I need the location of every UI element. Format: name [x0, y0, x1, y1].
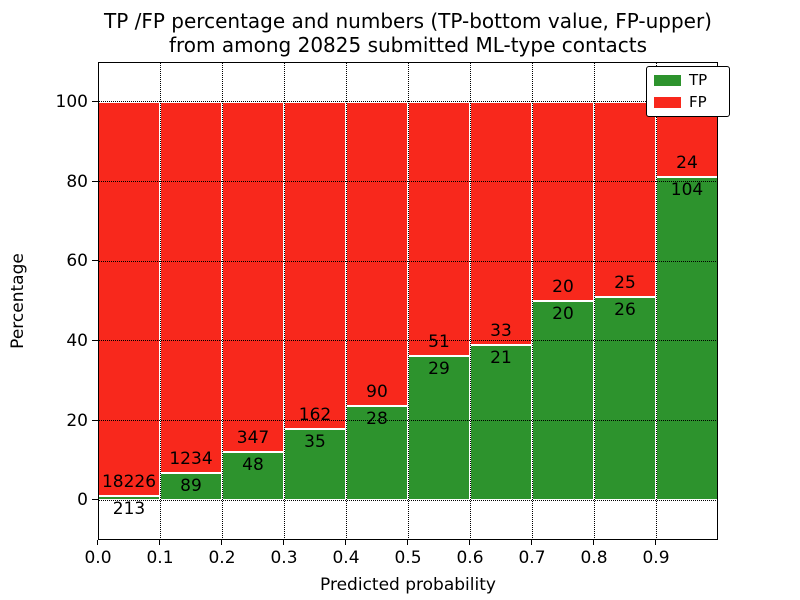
x-gridline [345, 62, 347, 540]
y-tick-label: 40 [66, 330, 88, 351]
legend: TP FP [646, 66, 730, 117]
fp-bar-segment [346, 101, 408, 406]
tp-swatch-icon [654, 75, 681, 86]
y-tick-label: 100 [55, 91, 88, 112]
fp-bar-segment [98, 101, 160, 496]
y-tick-mark [92, 260, 98, 262]
fp-count-label: 162 [298, 405, 332, 426]
tp-count-label: 21 [490, 348, 512, 369]
y-tick-mark [92, 101, 98, 103]
fp-count-label: 20 [552, 277, 574, 297]
fp-count-label: 51 [428, 331, 450, 352]
x-tick-mark [593, 540, 595, 545]
tp-count-label: 35 [304, 432, 326, 453]
x-tick-mark [159, 540, 161, 545]
x-tick-label: 0.7 [518, 548, 546, 568]
x-tick-label: 0.8 [580, 548, 608, 568]
fp-count-label: 347 [236, 427, 270, 448]
y-tick-mark [92, 499, 98, 501]
x-axis-label: Predicted probability [320, 575, 496, 595]
x-tick-label: 0.5 [394, 548, 422, 568]
tp-bar-segment [656, 176, 718, 501]
tp-count-label: 89 [180, 476, 202, 497]
x-gridline [159, 62, 161, 540]
y-tick-mark [92, 340, 98, 342]
y-gridline [98, 101, 718, 103]
tp-bar-segment [160, 473, 222, 501]
x-tick-label: 0.4 [332, 548, 360, 568]
x-tick-mark [221, 540, 223, 545]
y-gridline [98, 340, 718, 342]
tp-bar-segment [222, 451, 284, 501]
tp-count-label: 28 [366, 408, 388, 429]
x-tick-mark [345, 540, 347, 545]
tp-bar-segment [408, 355, 470, 501]
plot-area: Percentage Predicted probability TP FP 1… [8, 62, 730, 595]
legend-label-tp: TP [689, 71, 708, 89]
fp-count-label: 18226 [101, 471, 157, 492]
y-gridline [98, 181, 718, 182]
x-tick-label: 0.6 [456, 548, 484, 568]
y-gridline [98, 260, 718, 262]
fp-count-label: 33 [490, 321, 512, 342]
legend-item-fp: FP [654, 95, 722, 110]
tp-count-label: 48 [242, 454, 264, 475]
y-tick-label: 80 [66, 171, 88, 192]
x-tick-label: 0.3 [270, 548, 298, 568]
fp-bar-segment [470, 101, 532, 346]
tp-bar-segment [532, 301, 594, 501]
fp-count-label: 25 [614, 273, 636, 294]
fp-count-label: 90 [366, 381, 388, 402]
x-tick-mark [97, 540, 99, 545]
y-gridline [98, 420, 718, 421]
x-gridline [221, 62, 223, 540]
x-tick-label: 0.9 [642, 548, 670, 568]
fp-bar-segment [532, 101, 594, 301]
fp-bar-segment [222, 101, 284, 452]
y-tick-mark [92, 419, 98, 421]
tp-bar-segment [594, 297, 656, 501]
y-gridline [98, 499, 718, 501]
tp-count-label: 213 [112, 498, 146, 519]
x-gridline [593, 62, 595, 540]
x-tick-mark [469, 540, 471, 545]
tp-count-label: 29 [428, 358, 450, 379]
x-tick-label: 0.1 [146, 548, 174, 568]
x-gridline [655, 62, 657, 540]
x-tick-label: 0.2 [208, 548, 236, 568]
fp-bar-segment [408, 101, 470, 356]
fp-swatch-icon [654, 97, 681, 108]
legend-label-fp: FP [689, 93, 707, 111]
x-tick-mark [531, 540, 533, 545]
x-tick-mark [655, 540, 657, 545]
x-gridline [407, 62, 409, 540]
x-tick-mark [283, 540, 285, 545]
x-gridline [283, 62, 285, 540]
y-tick-mark [92, 180, 98, 182]
fp-count-label: 24 [676, 152, 698, 173]
tp-bar-segment [346, 405, 408, 501]
y-tick-label: 0 [77, 490, 88, 511]
tp-bar-segment [470, 345, 532, 501]
y-axis-label: Percentage [8, 253, 28, 349]
tp-count-label: 104 [670, 179, 704, 200]
x-gridline [469, 62, 471, 540]
y-tick-label: 60 [66, 251, 88, 272]
fp-bar-segment [284, 101, 346, 430]
fp-bar-segment [594, 101, 656, 298]
legend-item-tp: TP [654, 73, 722, 88]
chart-title: TP /FP percentage and numbers (TP-bottom… [98, 9, 718, 57]
x-tick-label: 0.0 [84, 548, 112, 568]
x-gridline [531, 62, 533, 540]
y-tick-label: 20 [66, 410, 88, 431]
chart-title-line2: from among 20825 submitted ML-type conta… [168, 33, 648, 57]
chart-title-line1: TP /FP percentage and numbers (TP-bottom… [104, 9, 712, 33]
fp-count-label: 1234 [169, 449, 213, 470]
x-tick-mark [407, 540, 409, 545]
tp-count-label: 20 [552, 304, 574, 324]
fp-bar-segment [160, 101, 222, 474]
tp-bar-segment [284, 429, 346, 501]
tp-count-label: 26 [614, 300, 636, 321]
